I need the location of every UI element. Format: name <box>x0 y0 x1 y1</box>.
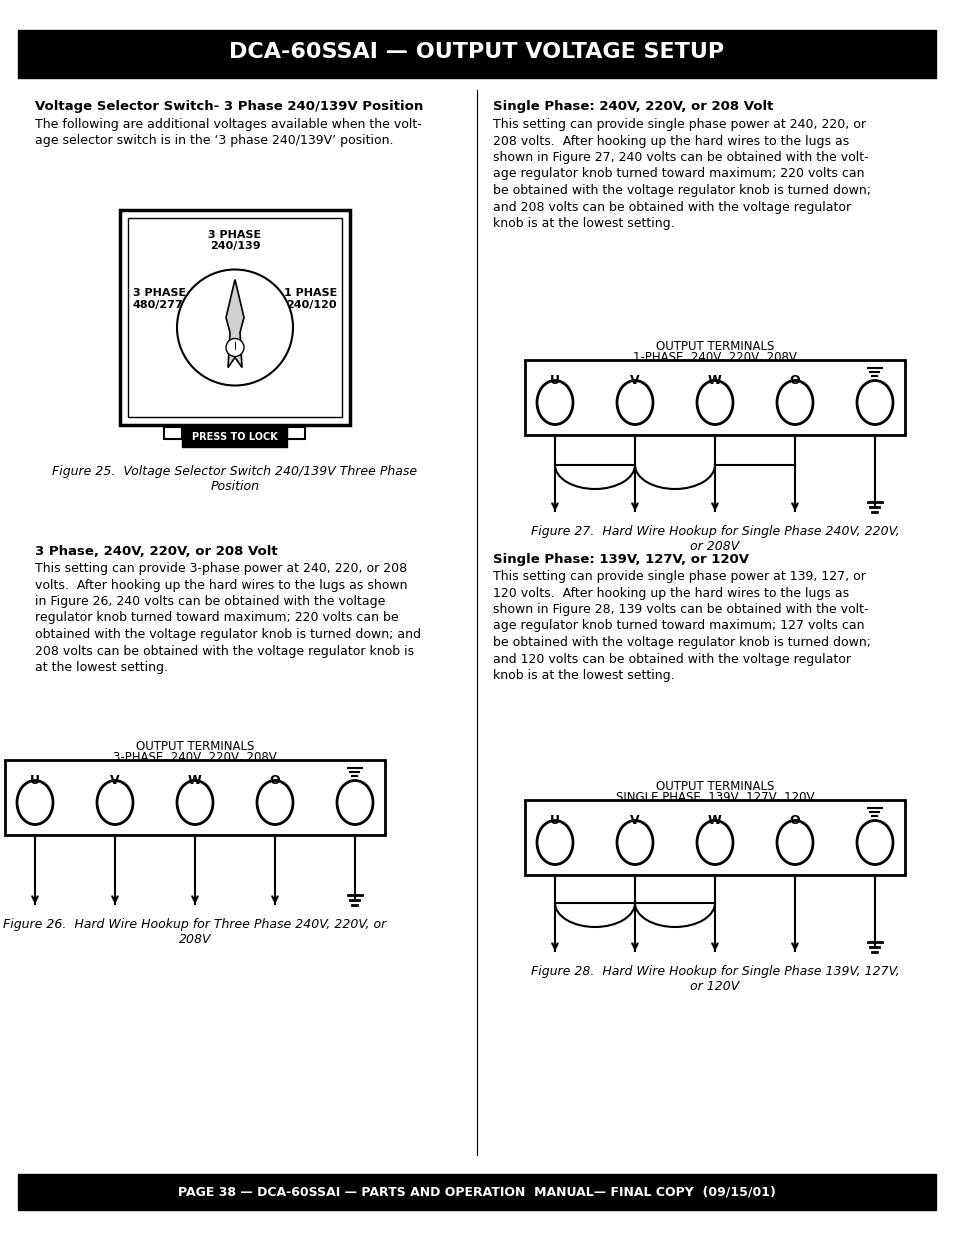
Text: 3 Phase, 240V, 220V, or 208 Volt: 3 Phase, 240V, 220V, or 208 Volt <box>35 545 277 558</box>
Text: 480/277: 480/277 <box>132 300 183 310</box>
Bar <box>524 800 904 876</box>
Ellipse shape <box>776 380 812 425</box>
Text: 240/120: 240/120 <box>286 300 336 310</box>
Text: OUTPUT TERMINALS: OUTPUT TERMINALS <box>135 740 253 753</box>
Text: 240/139: 240/139 <box>210 241 260 251</box>
Text: V: V <box>630 374 639 387</box>
Text: U: U <box>30 774 40 787</box>
Ellipse shape <box>537 820 573 864</box>
Text: Single Phase: 139V, 127V, or 120V: Single Phase: 139V, 127V, or 120V <box>493 553 748 566</box>
Text: The following are additional voltages available when the volt-
age selector swit: The following are additional voltages av… <box>35 119 421 147</box>
Ellipse shape <box>856 820 892 864</box>
Bar <box>164 427 182 438</box>
Ellipse shape <box>617 380 652 425</box>
Ellipse shape <box>177 781 213 825</box>
Text: This setting can provide single phase power at 240, 220, or
208 volts.  After ho: This setting can provide single phase po… <box>493 119 870 230</box>
Text: Figure 25.  Voltage Selector Switch 240/139V Three Phase
Position: Figure 25. Voltage Selector Switch 240/1… <box>52 466 417 493</box>
Text: OUTPUT TERMINALS: OUTPUT TERMINALS <box>655 781 774 793</box>
Bar <box>287 427 305 438</box>
Text: U: U <box>550 374 559 387</box>
Text: 3 PHASE: 3 PHASE <box>132 288 186 298</box>
Text: SINGLE PHASE, 139V, 127V, 120V: SINGLE PHASE, 139V, 127V, 120V <box>615 790 814 804</box>
Text: PAGE 38 — DCA-60SSAI — PARTS AND OPERATION  MANUAL— FINAL COPY  (09/15/01): PAGE 38 — DCA-60SSAI — PARTS AND OPERATI… <box>178 1186 775 1198</box>
Text: PRESS TO LOCK: PRESS TO LOCK <box>192 432 277 442</box>
Ellipse shape <box>617 820 652 864</box>
Text: DCA-60SSAI — OUTPUT VOLTAGE SETUP: DCA-60SSAI — OUTPUT VOLTAGE SETUP <box>230 42 723 62</box>
Text: O: O <box>789 814 800 827</box>
Text: Voltage Selector Switch- 3 Phase 240/139V Position: Voltage Selector Switch- 3 Phase 240/139… <box>35 100 423 112</box>
Ellipse shape <box>97 781 132 825</box>
Text: This setting can provide single phase power at 139, 127, or
120 volts.  After ho: This setting can provide single phase po… <box>493 571 870 682</box>
Text: 1-PHASE, 240V, 220V, 208V: 1-PHASE, 240V, 220V, 208V <box>633 351 796 364</box>
Text: 3-PHASE, 240V, 220V, 208V: 3-PHASE, 240V, 220V, 208V <box>113 751 276 764</box>
Text: 1 PHASE: 1 PHASE <box>283 288 336 298</box>
Text: OUTPUT TERMINALS: OUTPUT TERMINALS <box>655 340 774 353</box>
Circle shape <box>226 338 244 357</box>
Text: 3 PHASE: 3 PHASE <box>208 230 261 240</box>
Circle shape <box>177 269 293 385</box>
Ellipse shape <box>697 380 732 425</box>
Text: W: W <box>707 374 721 387</box>
Ellipse shape <box>256 781 293 825</box>
Text: This setting can provide 3-phase power at 240, 220, or 208
volts.  After hooking: This setting can provide 3-phase power a… <box>35 562 420 674</box>
Ellipse shape <box>17 781 53 825</box>
Bar <box>120 210 350 425</box>
Bar <box>524 359 904 435</box>
Polygon shape <box>226 279 244 368</box>
Bar <box>18 30 935 78</box>
Bar <box>128 219 341 417</box>
Ellipse shape <box>336 781 373 825</box>
Text: O: O <box>270 774 280 787</box>
Bar <box>182 427 287 447</box>
Bar <box>5 760 385 835</box>
Text: Figure 28.  Hard Wire Hookup for Single Phase 139V, 127V,
or 120V: Figure 28. Hard Wire Hookup for Single P… <box>530 965 899 993</box>
Ellipse shape <box>776 820 812 864</box>
Ellipse shape <box>697 820 732 864</box>
Text: W: W <box>188 774 202 787</box>
Text: V: V <box>630 814 639 827</box>
Text: I: I <box>233 342 236 352</box>
Text: Figure 26.  Hard Wire Hookup for Three Phase 240V, 220V, or
208V: Figure 26. Hard Wire Hookup for Three Ph… <box>4 918 386 946</box>
Ellipse shape <box>537 380 573 425</box>
Ellipse shape <box>856 380 892 425</box>
Text: V: V <box>111 774 120 787</box>
Text: Single Phase: 240V, 220V, or 208 Volt: Single Phase: 240V, 220V, or 208 Volt <box>493 100 773 112</box>
Text: W: W <box>707 814 721 827</box>
Text: Figure 27.  Hard Wire Hookup for Single Phase 240V, 220V,
or 208V: Figure 27. Hard Wire Hookup for Single P… <box>530 525 899 553</box>
Bar <box>18 1174 935 1210</box>
Text: U: U <box>550 814 559 827</box>
Text: O: O <box>789 374 800 387</box>
